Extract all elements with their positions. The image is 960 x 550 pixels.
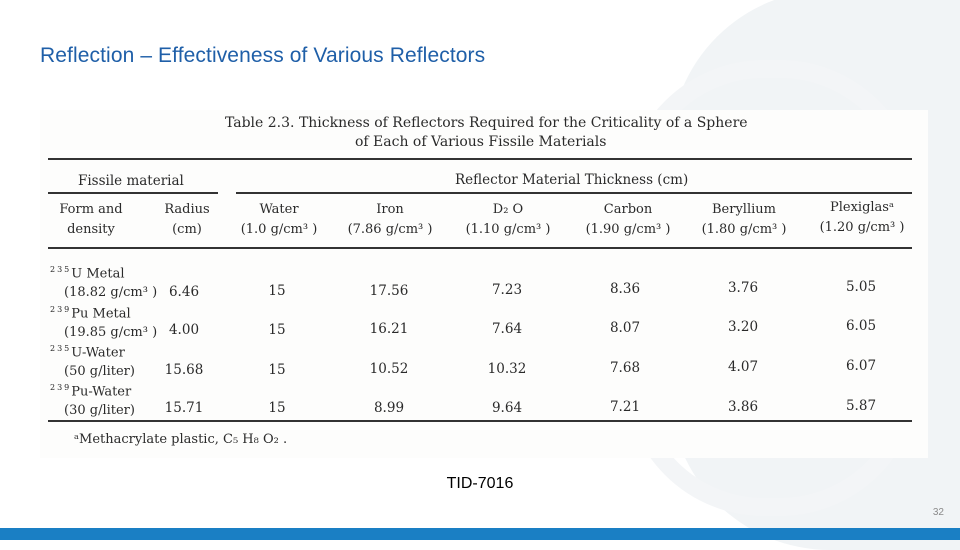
table-cell: 5.05 [845, 279, 877, 295]
column-unit: (1.0 g/cm³ ) [240, 222, 318, 237]
slide-title: Reflection – Effectiveness of Various Re… [40, 44, 486, 67]
column-header-d2o: D₂ O (1.10 g/cm³ ) [458, 200, 558, 240]
radius-cell: 15.71 [164, 400, 204, 416]
group-header-reflector: Reflector Material Thickness (cm) [455, 172, 689, 188]
column-unit: (1.20 g/cm³ ) [819, 220, 905, 235]
table-cell: 16.21 [369, 321, 409, 337]
column-header-radius: Radius (cm) [156, 200, 218, 240]
radius-cell: 15.68 [164, 362, 204, 378]
table-cell: 7.68 [609, 360, 641, 376]
footer-bar [0, 528, 960, 540]
page-number: 32 [932, 507, 944, 518]
material-name: Pu-Water [71, 384, 132, 400]
table-row-label: 239Pu Metal (19.85 g/cm³ ) [50, 300, 157, 342]
column-header-water: Water (1.0 g/cm³ ) [234, 200, 324, 240]
column-name: Radius [164, 202, 210, 217]
table-row-label: 239Pu-Water (30 g/liter) [50, 378, 135, 420]
table-footnote: ᵃMethacrylate plastic, C₅ H₈ O₂ . [74, 432, 288, 447]
column-name: Water [259, 202, 299, 217]
column-name: Beryllium [712, 202, 776, 217]
group-header-fissile: Fissile material [78, 173, 184, 189]
table-rule-bottom [48, 420, 912, 422]
material-density: (50 g/liter) [64, 364, 135, 380]
table-cell: 15 [268, 400, 286, 416]
material-name: U-Water [71, 345, 125, 361]
scanned-table-image: Table 2.3. Thickness of Reflectors Requi… [40, 110, 928, 458]
column-unit: density [67, 222, 115, 237]
table-cell: 3.20 [727, 319, 759, 335]
table-cell: 17.56 [369, 283, 409, 299]
column-header-plexiglas: Plexiglasᵃ (1.20 g/cm³ ) [812, 198, 912, 238]
column-header-form: Form and density [50, 200, 132, 240]
radius-cell: 6.46 [168, 284, 200, 300]
table-cell: 6.05 [845, 318, 877, 334]
column-unit: (7.86 g/cm³ ) [347, 222, 433, 237]
column-name: Carbon [603, 202, 653, 217]
table-cell: 7.21 [609, 399, 641, 415]
table-rule-header [48, 247, 912, 249]
material-name: Pu Metal [71, 306, 131, 322]
table-cell: 15 [268, 322, 286, 338]
table-cell: 6.07 [845, 358, 877, 374]
table-title-line2: of Each of Various Fissile Materials [355, 134, 607, 150]
isotope-number: 239 [50, 305, 72, 314]
table-title: Table 2.3. Thickness of Reflectors Requi… [225, 114, 785, 152]
table-cell: 9.64 [491, 400, 523, 416]
isotope-number: 235 [50, 265, 72, 274]
table-cell: 10.32 [487, 361, 527, 377]
table-cell: 8.07 [609, 320, 641, 336]
table-cell: 8.36 [609, 281, 641, 297]
column-unit: (1.80 g/cm³ ) [701, 222, 787, 237]
isotope-number: 235 [50, 344, 72, 353]
column-name: Iron [376, 202, 404, 217]
column-unit: (1.10 g/cm³ ) [465, 222, 551, 237]
table-rule-top [48, 158, 912, 160]
column-name: D₂ O [492, 202, 524, 217]
column-unit: (cm) [172, 222, 202, 237]
table-rule-group-right [236, 192, 912, 194]
radius-cell: 4.00 [168, 322, 200, 338]
material-density: (19.85 g/cm³ ) [64, 325, 158, 341]
column-name: Plexiglasᵃ [829, 200, 894, 215]
table-cell: 8.99 [373, 400, 405, 416]
isotope-number: 239 [50, 383, 72, 392]
column-header-iron: Iron (7.86 g/cm³ ) [340, 200, 440, 240]
table-rule-group-left [48, 192, 218, 194]
table-cell: 3.76 [727, 280, 759, 296]
table-title-line1: Table 2.3. Thickness of Reflectors Requi… [225, 115, 748, 131]
column-header-beryllium: Beryllium (1.80 g/cm³ ) [694, 200, 794, 240]
table-cell: 15 [268, 283, 286, 299]
table-cell: 5.87 [845, 398, 877, 414]
table-cell: 7.23 [491, 282, 523, 298]
table-cell: 10.52 [369, 361, 409, 377]
column-unit: (1.90 g/cm³ ) [585, 222, 671, 237]
material-density: (18.82 g/cm³ ) [64, 285, 158, 301]
table-cell: 15 [268, 362, 286, 378]
material-name: U Metal [71, 266, 125, 282]
source-caption: TID-7016 [446, 475, 514, 492]
material-density: (30 g/liter) [64, 403, 135, 419]
table-row-label: 235U Metal (18.82 g/cm³ ) [50, 260, 157, 302]
table-cell: 3.86 [727, 399, 759, 415]
column-header-carbon: Carbon (1.90 g/cm³ ) [578, 200, 678, 240]
table-row-label: 235U-Water (50 g/liter) [50, 339, 135, 381]
table-cell: 4.07 [727, 359, 759, 375]
column-name: Form and [59, 202, 123, 217]
table-cell: 7.64 [491, 321, 523, 337]
